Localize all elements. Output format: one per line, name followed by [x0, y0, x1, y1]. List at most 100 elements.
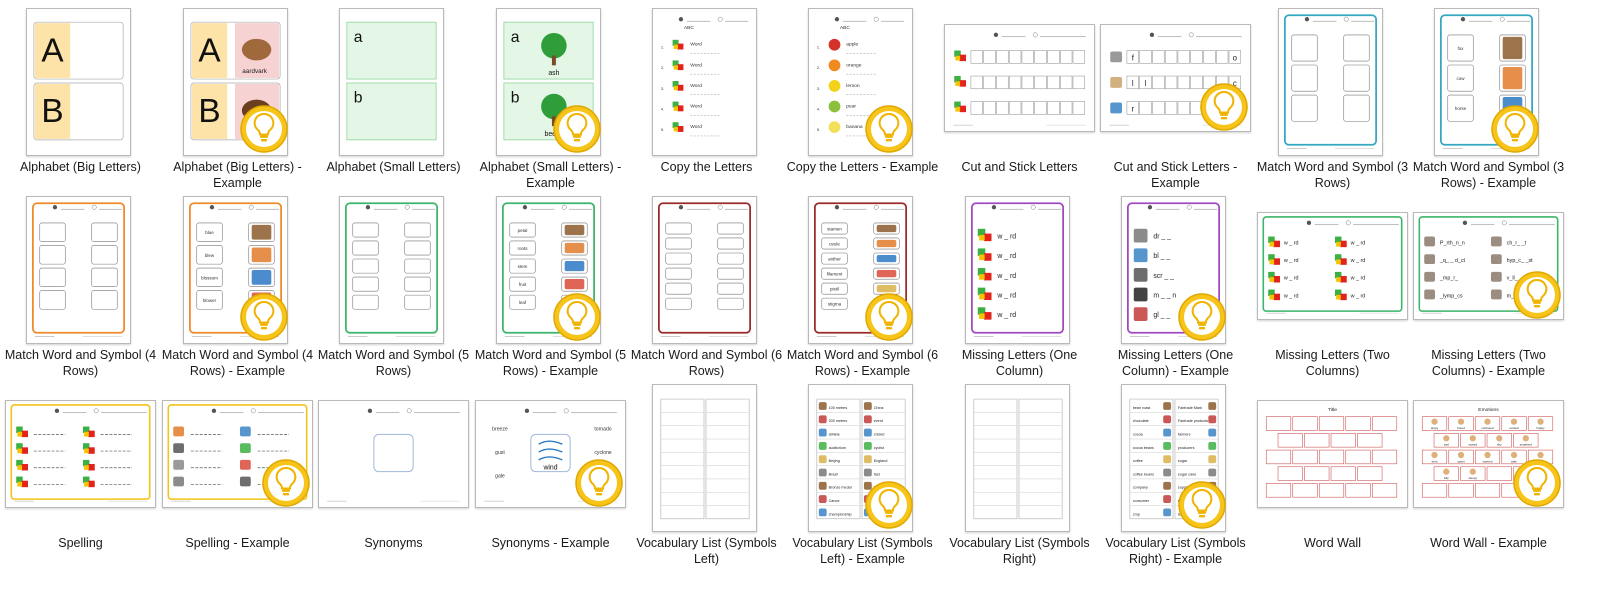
template-thumbnail[interactable]	[652, 196, 757, 344]
template-thumbnail[interactable]: ABC 1. Word 2. Word 3. Word 4. Word 5. Word	[652, 8, 757, 156]
emotion-face	[1522, 435, 1529, 442]
template-tile-cut-ex[interactable]: f o l l c r Cut and Stick Letters - Example	[1095, 0, 1256, 194]
template-tile-mws3[interactable]: Match Word and Symbol (3 Rows)	[1252, 0, 1413, 194]
template-tile-vocab-l-ex[interactable]: 100 metres 200 metres athlete auditorium Bei…	[782, 376, 943, 570]
vocab-word: event	[874, 419, 883, 423]
template-caption[interactable]: Alphabet (Small Letters)	[326, 160, 461, 174]
template-caption[interactable]: Alphabet (Big Letters) - Example	[173, 160, 302, 190]
template-thumbnail[interactable]	[26, 196, 131, 344]
template-tile-ml2[interactable]: w _ rd w _ rd w _ rd w _ rd w _ rd w _ rd w _ …	[1252, 188, 1413, 382]
template-caption[interactable]: Synonyms - Example	[491, 536, 610, 550]
template-caption[interactable]: Match Word and Symbol (6 Rows)	[630, 348, 783, 378]
emotion-face	[1537, 418, 1544, 425]
template-tile-copy-ex[interactable]: ABC 1. apple 2. orange 3. lemon 4. pear 5. banana C…	[782, 0, 943, 194]
header-person-icon	[834, 17, 840, 22]
template-thumbnail[interactable]	[652, 384, 757, 532]
template-thumbnail[interactable]	[339, 196, 444, 344]
template-tile-mws6[interactable]: Match Word and Symbol (6 Rows)	[626, 188, 787, 382]
template-tile-ml2-ex[interactable]: P_rth_n_n ch_r_ _t _q_ _ d_ct hyp_c_ _st _mp…	[1408, 188, 1569, 382]
thumbnail-area: stamen ovule anther filament pistil stigma	[782, 194, 943, 348]
header-clock-icon	[1030, 204, 1036, 210]
template-caption[interactable]: Vocabulary List (Symbols Left)	[636, 536, 777, 566]
template-caption[interactable]: Match Word and Symbol (4 Rows) - Example	[161, 348, 314, 378]
template-caption[interactable]: Missing Letters (Two Columns) - Example	[1431, 348, 1546, 378]
fruit-picture	[828, 121, 841, 134]
template-caption[interactable]: Vocabulary List (Symbols Right) - Exampl…	[1105, 536, 1246, 566]
template-tile-abc-big-ex[interactable]: AaardvarkBbearAlphabet (Big Letters) - E…	[157, 0, 318, 194]
word-box	[39, 290, 66, 310]
template-tile-mws3-ex[interactable]: fox cow horse Match Word and Symbol (3 Rows…	[1408, 0, 1569, 194]
template-tile-abc-big[interactable]: A B Alphabet (Big Letters)	[0, 0, 161, 194]
template-tile-spell[interactable]: Spelling	[0, 376, 161, 570]
template-thumbnail[interactable]	[318, 400, 469, 508]
thumbnail-drawing: w _ rd w _ rd w _ rd w _ rd w _ rd	[971, 202, 1064, 337]
template-caption[interactable]: Match Word and Symbol (3 Rows) - Example	[1412, 160, 1565, 190]
template-caption[interactable]: Synonyms	[364, 536, 423, 550]
template-caption[interactable]: Alphabet (Big Letters)	[20, 160, 141, 174]
missing-word: ch_r_ _t	[1507, 240, 1527, 246]
template-caption[interactable]: Word Wall	[1304, 536, 1361, 550]
template-caption[interactable]: Cut and Stick Letters - Example	[1113, 160, 1238, 190]
template-tile-abc-small[interactable]: a b Alphabet (Small Letters)	[313, 0, 474, 194]
template-thumbnail[interactable]: petal roots stem fruit leaf	[496, 196, 601, 344]
template-tile-spell-ex[interactable]: Spelling - Example	[157, 376, 318, 570]
template-caption[interactable]: Copy the Letters	[660, 160, 753, 174]
template-tile-cut[interactable]: Cut and Stick Letters	[939, 0, 1100, 194]
template-tile-vocab-r[interactable]: Vocabulary List (Symbols Right)	[939, 376, 1100, 570]
template-tile-vocab-l[interactable]: Vocabulary List (Symbols Left)	[626, 376, 787, 570]
template-tile-ml1-ex[interactable]: dr _ _ bl _ _ scr _ _ m _ _ n gl _ _ Missing …	[1095, 188, 1256, 382]
letter-box	[1059, 101, 1073, 115]
template-thumbnail[interactable]	[944, 24, 1095, 132]
template-thumbnail[interactable]: Title	[1257, 400, 1408, 508]
example-lightbulb-icon	[1177, 292, 1227, 342]
template-thumbnail[interactable]	[1278, 8, 1383, 156]
emotion-face	[1496, 435, 1503, 442]
symbol-icon-green	[1268, 271, 1275, 279]
template-thumbnail[interactable]	[5, 400, 156, 508]
template-tile-mws4-ex[interactable]: blue blew blossom blower Match Word and Symb…	[157, 188, 318, 382]
template-caption[interactable]: Match Word and Symbol (3 Rows)	[1256, 160, 1409, 190]
template-thumbnail[interactable]: w _ rd w _ rd w _ rd w _ rd w _ rd	[965, 196, 1070, 344]
template-caption[interactable]: Match Word and Symbol (4 Rows)	[4, 348, 157, 378]
template-tile-syn-ex[interactable]: windbreezetornadogustcyclonegaledraftSyn…	[470, 376, 631, 570]
vocab-word: Fairtrade Mark	[1178, 406, 1202, 410]
template-caption[interactable]: Spelling - Example	[185, 536, 290, 550]
template-tile-syn[interactable]: Synonyms	[313, 376, 474, 570]
template-caption[interactable]: Copy the Letters - Example	[786, 160, 939, 174]
template-caption[interactable]: Missing Letters (One Column) - Example	[1117, 348, 1234, 378]
template-tile-copy[interactable]: ABC 1. Word 2. Word 3. Word 4. Word 5. Word Copy th…	[626, 0, 787, 194]
missing-word: w _ rd	[1283, 293, 1299, 299]
template-tile-abc-small-ex[interactable]: aashbbeech Alphabet (Small Letters) - Exa…	[470, 0, 631, 194]
template-caption[interactable]: Match Word and Symbol (6 Rows) - Example	[786, 348, 939, 378]
symbol-picture	[1163, 468, 1172, 477]
template-tile-mws5-ex[interactable]: petal roots stem fruit leaf Match Word and Sy…	[470, 188, 631, 382]
template-thumbnail[interactable]	[965, 384, 1070, 532]
template-thumbnail[interactable]: aashbbeech	[496, 8, 601, 156]
wall-word: calm	[1511, 459, 1518, 463]
template-caption[interactable]: Alphabet (Small Letters) - Example	[479, 160, 622, 190]
template-tile-wall[interactable]: Title Word Wall	[1252, 376, 1413, 570]
template-caption[interactable]: Missing Letters (Two Columns)	[1275, 348, 1390, 378]
example-lightbulb-icon	[239, 104, 289, 154]
template-caption[interactable]: Missing Letters (One Column)	[961, 348, 1078, 378]
emotion-face	[1457, 451, 1465, 459]
template-caption[interactable]: Match Word and Symbol (5 Rows)	[317, 348, 470, 378]
symbol-icon-green	[1268, 289, 1275, 297]
template-caption[interactable]: Vocabulary List (Symbols Right)	[949, 536, 1090, 566]
vocab-word: athlete	[829, 433, 840, 437]
template-caption[interactable]: Match Word and Symbol (5 Rows) - Example	[474, 348, 627, 378]
template-caption[interactable]: Cut and Stick Letters	[961, 160, 1078, 174]
copy-word: Word	[690, 124, 702, 130]
template-tile-mws4[interactable]: Match Word and Symbol (4 Rows)	[0, 188, 161, 382]
template-tile-mws5[interactable]: Match Word and Symbol (5 Rows)	[313, 188, 474, 382]
template-tile-wall-ex[interactable]: Emotions angry bored confused excited happy sa…	[1408, 376, 1569, 570]
template-tile-mws6-ex[interactable]: stamen ovule anther filament pistil stigma Mat…	[782, 188, 943, 382]
template-thumbnail[interactable]: w _ rd w _ rd w _ rd w _ rd w _ rd w _ rd w _ …	[1257, 212, 1408, 320]
template-tile-ml1[interactable]: w _ rd w _ rd w _ rd w _ rd w _ rd Missing Le…	[939, 188, 1100, 382]
template-caption[interactable]: Spelling	[58, 536, 103, 550]
template-caption[interactable]: Word Wall - Example	[1430, 536, 1547, 550]
template-tile-vocab-r-ex[interactable]: bean roast chocolate cocoa cocoa beans coffe…	[1095, 376, 1256, 570]
template-caption[interactable]: Vocabulary List (Symbols Left) - Example	[792, 536, 933, 566]
